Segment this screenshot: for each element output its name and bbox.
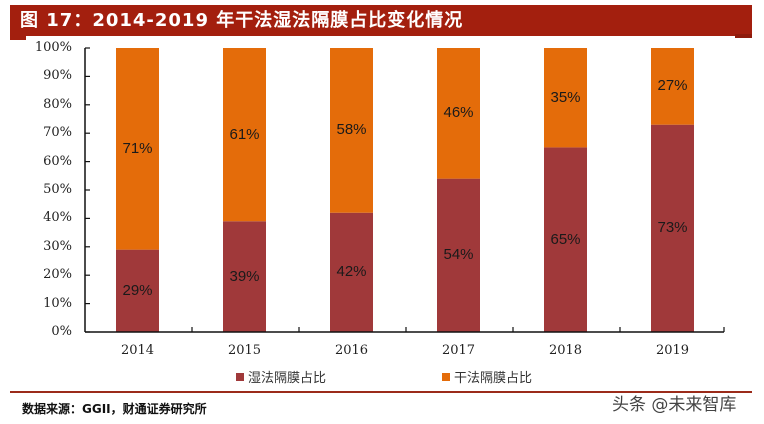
x-tick-label: 2017 [441, 343, 476, 358]
x-tick-label: 2014 [120, 343, 155, 358]
y-tick-label: 40% [43, 210, 72, 226]
footer-rule [10, 391, 752, 393]
x-tick-label: 2016 [334, 343, 369, 358]
bar-value-label: 65% [550, 230, 581, 248]
bar-value-label: 39% [229, 267, 260, 285]
bar-wet-segment [223, 221, 266, 332]
bar-dry-segment [116, 48, 159, 250]
y-axis-ticks [85, 47, 90, 333]
bar-dry-segment [651, 48, 694, 125]
x-tick-label: 2018 [548, 343, 583, 358]
bar-series-group [116, 48, 694, 333]
bar-value-label: 73% [657, 219, 688, 237]
bar-value-label: 35% [550, 88, 581, 106]
y-tick-label: 70% [43, 125, 72, 141]
bar-wet-segment [330, 212, 373, 332]
legend-label-wet: 湿法隔膜占比 [248, 371, 327, 386]
bar-dry-segment [437, 48, 480, 179]
legend-swatch-dry [442, 373, 450, 381]
bar-dry-segment [330, 48, 373, 213]
y-tick-label: 100% [34, 40, 72, 55]
y-tick-label: 30% [43, 238, 72, 254]
bar-dry-segment [544, 48, 587, 148]
bar-value-label: 29% [122, 281, 153, 299]
bar-wet-segment [437, 178, 480, 332]
x-tick-label: 2015 [227, 343, 262, 358]
bar-value-label: 71% [122, 139, 153, 157]
bar-value-label: 58% [336, 121, 367, 139]
bar-value-label: 46% [443, 104, 474, 122]
bar-wet-segment [544, 147, 587, 332]
legend-swatch-wet [236, 373, 244, 381]
legend-item-wet: 湿法隔膜占比 [236, 367, 326, 386]
x-axis-ticks [191, 327, 725, 332]
bar-wet-segment [116, 249, 159, 332]
y-tick-label: 90% [43, 68, 72, 84]
title-bar-tab [10, 34, 26, 40]
chart-title: 图 17：2014-2019 年干法湿法隔膜占比变化情况 [20, 10, 464, 31]
title-bar [10, 5, 752, 36]
bar-value-label: 61% [229, 125, 260, 143]
legend-item-dry: 干法隔膜占比 [442, 367, 532, 386]
y-tick-label: 60% [43, 153, 72, 169]
source-note: 数据来源：GGII，财通证券研究所 [22, 402, 207, 416]
bar-wet-segment [651, 124, 694, 333]
watermark: 头条 @未来智库 [612, 395, 737, 415]
bar-value-label: 27% [657, 77, 688, 95]
bar-value-label: 42% [336, 263, 367, 281]
title-bar-edge [735, 34, 752, 38]
x-tick-label: 2019 [655, 343, 690, 358]
y-tick-label: 50% [43, 182, 72, 197]
y-tick-label: 80% [43, 96, 72, 112]
y-tick-label: 0% [51, 324, 72, 339]
bar-value-label: 54% [443, 246, 474, 264]
y-tick-label: 20% [43, 267, 72, 283]
bar-dry-segment [223, 48, 266, 222]
y-tick-label: 10% [43, 295, 72, 311]
legend-label-dry: 干法隔膜占比 [454, 371, 533, 386]
